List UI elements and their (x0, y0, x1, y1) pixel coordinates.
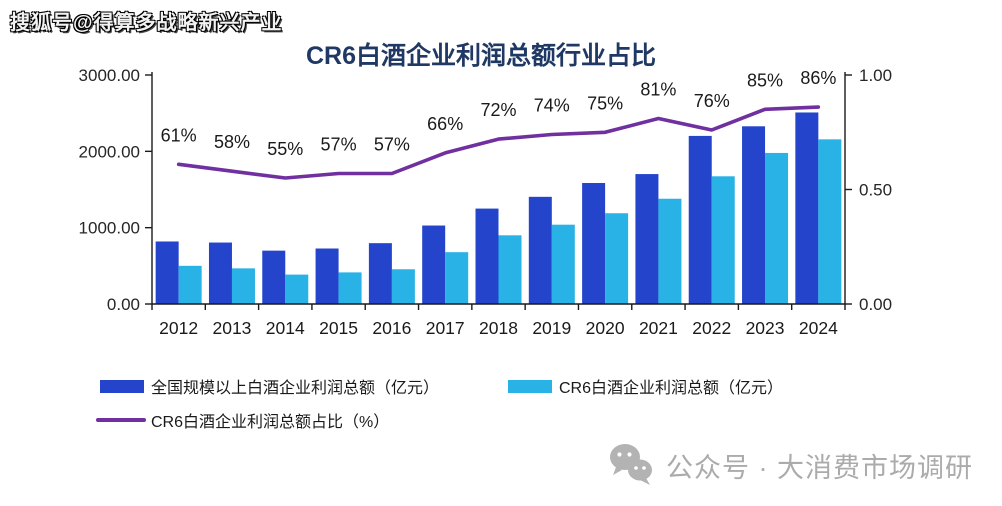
right-tick-label: 0.00 (859, 295, 892, 314)
legend-label-cr6: CR6白酒企业利润总额（亿元） (559, 380, 784, 397)
bar-cr6-2016 (391, 269, 415, 304)
legend-swatch-total (100, 379, 144, 393)
x-tick-label-2014: 2014 (266, 318, 305, 338)
bar-total-2017 (422, 225, 446, 304)
left-tick-label: 2000.00 (79, 142, 140, 161)
bar-total-2013 (208, 242, 232, 304)
bar-cr6-2015 (338, 272, 362, 304)
left-tick-label: 0.00 (107, 295, 140, 314)
bar-cr6-2020 (605, 213, 629, 304)
legend-item-ratio: CR6白酒企业利润总额占比（%） (96, 408, 389, 432)
bar-cr6-2022 (711, 176, 735, 304)
x-tick-label-2021: 2021 (639, 318, 678, 338)
bar-total-2018 (475, 208, 499, 304)
bar-total-2020 (582, 183, 606, 304)
watermark-sohu: 搜狐号@得算多战略新兴产业 (10, 12, 283, 34)
legend-swatch-ratio (96, 418, 146, 422)
x-tick-label-2018: 2018 (479, 318, 518, 338)
ratio-line (176, 105, 821, 180)
x-tick-label-2015: 2015 (319, 318, 358, 338)
left-tick-label: 1000.00 (79, 219, 140, 238)
bar-cr6-2023 (765, 152, 789, 304)
bar-total-2022 (688, 135, 712, 304)
pct-label-2016: 57% (374, 134, 410, 154)
bar-total-2019 (528, 196, 552, 304)
x-tick-label-2012: 2012 (159, 318, 198, 338)
pct-label-2013: 58% (214, 132, 250, 152)
bar-total-2014 (262, 250, 286, 304)
watermark-wechat-text: 公众号 · 大消费市场调研 (666, 452, 973, 483)
bar-cr6-2017 (445, 252, 469, 304)
bar-total-2016 (368, 243, 392, 304)
pct-label-2017: 66% (427, 114, 463, 134)
bar-total-2015 (315, 248, 339, 304)
pct-label-2020: 75% (587, 93, 623, 113)
x-tick-label-2017: 2017 (426, 318, 465, 338)
x-tick-label-2020: 2020 (586, 318, 625, 338)
watermark-wechat: 公众号 · 大消费市场调研 (606, 442, 973, 488)
bar-cr6-2014 (285, 274, 309, 304)
bar-total-2023 (742, 126, 766, 305)
pct-label-2018: 72% (480, 100, 516, 120)
x-tick-label-2013: 2013 (212, 318, 251, 338)
bar-cr6-2021 (658, 198, 682, 304)
right-tick-label: 1.00 (859, 66, 892, 85)
legend-item-total: 全国规模以上白酒企业利润总额（亿元） (100, 374, 439, 398)
legend-label-ratio: CR6白酒企业利润总额占比（%） (151, 414, 390, 431)
bar-cr6-2012 (178, 265, 202, 304)
left-tick-label: 3000.00 (79, 66, 140, 85)
x-tick-label-2023: 2023 (746, 318, 785, 338)
x-tick-label-2022: 2022 (692, 318, 731, 338)
pct-label-2024: 86% (800, 68, 836, 88)
bar-total-2012 (155, 241, 179, 304)
bar-cr6-2018 (498, 235, 522, 304)
bar-cr6-2013 (231, 268, 255, 304)
x-tick-label-2024: 2024 (799, 318, 838, 338)
pct-label-2019: 74% (534, 96, 570, 116)
x-tick-label-2016: 2016 (372, 318, 411, 338)
chart-title: CR6白酒企业利润总额行业占比 (305, 42, 656, 70)
pct-label-2012: 61% (161, 125, 197, 145)
pct-label-2021: 81% (640, 80, 676, 100)
x-tick-label-2019: 2019 (532, 318, 571, 338)
pct-label-2014: 55% (267, 139, 303, 159)
wechat-icon (610, 444, 652, 485)
pct-label-2022: 76% (694, 91, 730, 111)
bar-cr6-2019 (551, 224, 575, 304)
legend-label-total: 全国规模以上白酒企业利润总额（亿元） (151, 380, 440, 397)
pct-label-2023: 85% (747, 70, 783, 90)
bar-total-2021 (635, 174, 659, 304)
legend-swatch-cr6 (508, 379, 552, 393)
right-tick-label: 0.50 (859, 181, 892, 200)
pct-label-2015: 57% (321, 134, 357, 154)
legend-item-cr6: CR6白酒企业利润总额（亿元） (508, 374, 783, 398)
bar-total-2024 (795, 112, 819, 304)
bar-cr6-2024 (818, 139, 842, 304)
